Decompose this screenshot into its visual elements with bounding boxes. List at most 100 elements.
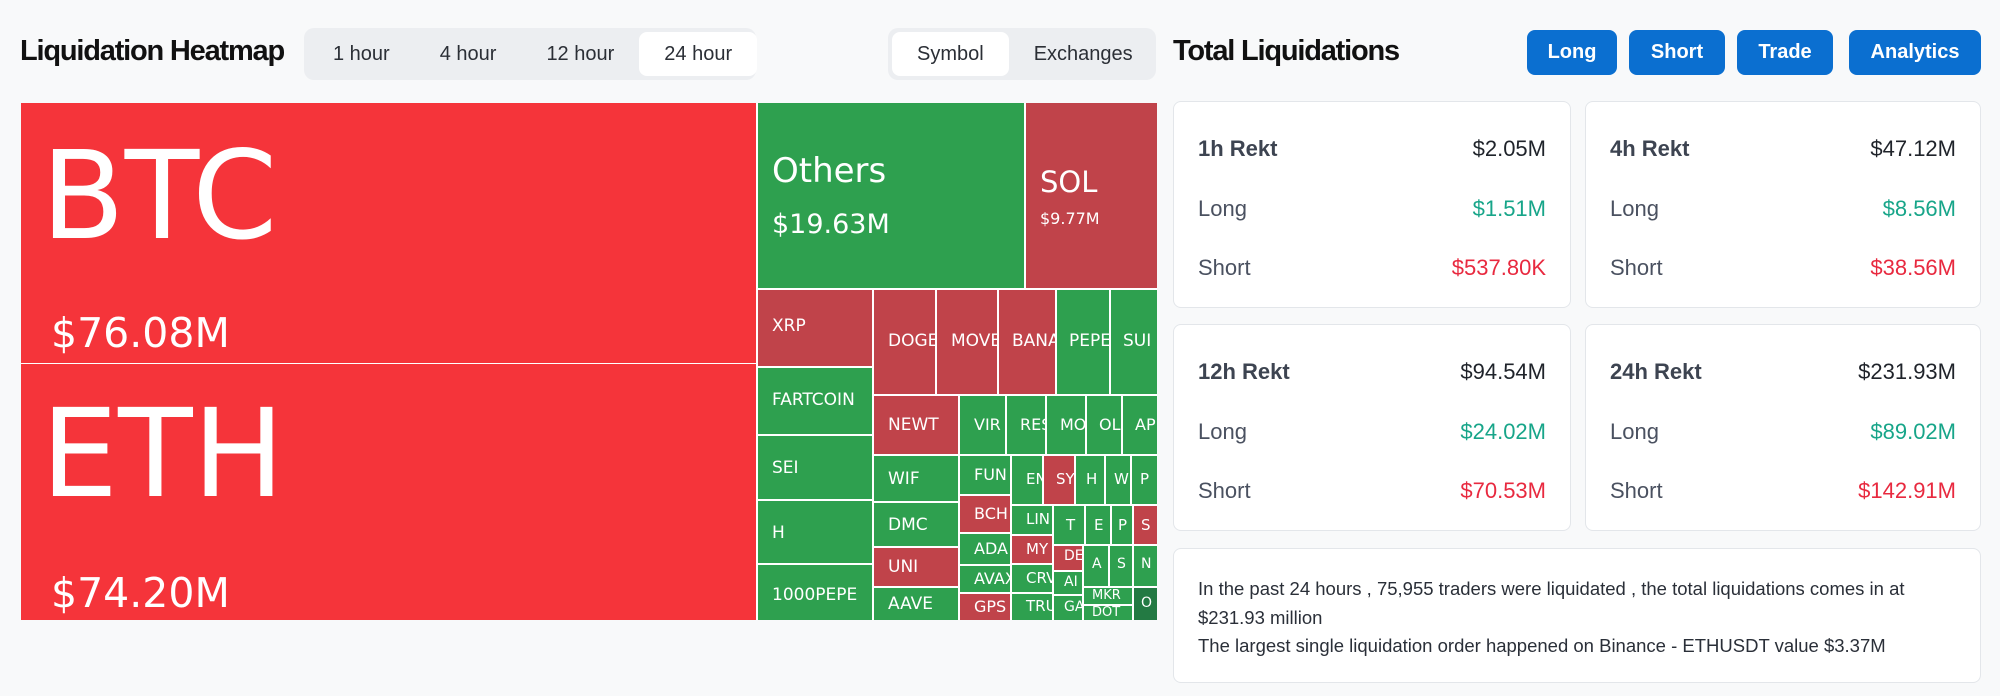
long-amount: $8.56M xyxy=(1882,196,1956,221)
tab-4-hour[interactable]: 4 hour xyxy=(439,43,497,65)
tile-symbol: A xyxy=(1092,556,1102,572)
heatmap-tile-lin[interactable]: LIN xyxy=(1012,506,1052,534)
trade-button[interactable]: Trade xyxy=(1737,30,1833,75)
heatmap-tile-p[interactable]: P xyxy=(1132,456,1157,504)
heatmap-tile-doge[interactable]: DOGE xyxy=(874,290,935,394)
heatmap-tile-sol[interactable]: SOL $9.77M xyxy=(1026,103,1157,288)
heatmap-tile-sy[interactable]: SY xyxy=(1044,456,1074,504)
heatmap-tile-tru[interactable]: TRU xyxy=(1012,594,1052,620)
heatmap-tile-bana[interactable]: BANA xyxy=(999,290,1055,394)
tile-symbol: S xyxy=(1141,516,1151,534)
heatmap-tile-s-green[interactable]: S xyxy=(1110,546,1132,586)
heatmap-tile-sei[interactable]: SEI xyxy=(758,436,872,499)
heatmap-tile-ga[interactable]: GA xyxy=(1054,596,1082,620)
tile-symbol: NEWT xyxy=(888,415,939,435)
rekt-card-total: $231.93M xyxy=(1858,359,1956,384)
heatmap-tile-gps[interactable]: GPS xyxy=(960,594,1010,620)
heatmap-tile-avax[interactable]: AVAX xyxy=(960,566,1010,592)
heatmap-tile-dot[interactable]: DOT xyxy=(1084,606,1132,620)
tile-symbol: T xyxy=(1066,516,1076,534)
heatmap-tile-aave[interactable]: AAVE xyxy=(874,588,958,620)
heatmap-tile-vir[interactable]: VIR xyxy=(960,396,1005,454)
heatmap-tile-t[interactable]: T xyxy=(1054,506,1084,544)
heatmap-tile-ap[interactable]: AP xyxy=(1123,396,1157,454)
heatmap-tile-h-small[interactable]: H xyxy=(1076,456,1104,504)
heatmap-tile-my[interactable]: MY xyxy=(1012,536,1052,563)
heatmap-tile-ol[interactable]: OL xyxy=(1087,396,1121,454)
long-amount: $1.51M xyxy=(1472,196,1546,221)
heatmap-tile-e[interactable]: E xyxy=(1086,506,1110,544)
long-button[interactable]: Long xyxy=(1527,30,1617,75)
tile-symbol: H xyxy=(772,523,785,543)
heatmap-tile-fartcoin[interactable]: FARTCOIN xyxy=(758,368,872,434)
tile-symbol: DOT xyxy=(1092,606,1121,620)
heatmap-tile-a[interactable]: A xyxy=(1084,546,1108,586)
heatmap-tile-bch[interactable]: BCH xyxy=(960,496,1010,532)
heatmap-tile-mkr[interactable]: MKR xyxy=(1084,588,1132,604)
liquidation-heatmap: BTC $76.08M ETH $74.20M Others $19.63M S… xyxy=(21,103,1157,620)
heatmap-tile-mo[interactable]: MO xyxy=(1047,396,1085,454)
heatmap-tile-ada[interactable]: ADA xyxy=(960,534,1010,564)
tab-12-hour[interactable]: 12 hour xyxy=(546,43,615,65)
tile-symbol: DMC xyxy=(888,515,928,535)
tile-symbol: TRU xyxy=(1026,597,1052,615)
tile-symbol: PEPE xyxy=(1069,331,1109,351)
summary-line-traders: In the past 24 hours , 75,955 traders we… xyxy=(1198,578,1905,628)
tile-symbol: EN xyxy=(1026,470,1042,488)
rekt-card-label: 12h Rekt xyxy=(1198,359,1290,384)
tab-24-hour[interactable]: 24 hour xyxy=(639,32,758,76)
analytics-button[interactable]: Analytics xyxy=(1849,30,1981,75)
total-liquidations-title: Total Liquidations xyxy=(1173,35,1400,67)
group-by-tabs: Symbol Exchanges xyxy=(888,28,1156,80)
rekt-card-1h: 1h Rekt $2.05M Long $1.51M Short $537.80K xyxy=(1173,101,1571,308)
heatmap-tile-sui[interactable]: SUI xyxy=(1111,290,1157,394)
short-amount: $537.80K xyxy=(1451,255,1546,280)
tile-symbol: SEI xyxy=(772,458,799,478)
heatmap-tile-p-small[interactable]: P xyxy=(1112,506,1132,544)
tile-symbol: MKR xyxy=(1092,588,1121,603)
heatmap-tile-pepe[interactable]: PEPE xyxy=(1057,290,1109,394)
rekt-card-total: $47.12M xyxy=(1870,136,1956,161)
heatmap-tile-newt[interactable]: NEWT xyxy=(874,396,958,454)
tile-symbol: MY xyxy=(1026,540,1049,558)
rekt-card-total: $94.54M xyxy=(1460,359,1546,384)
rekt-card-4h: 4h Rekt $47.12M Long $8.56M Short $38.56M xyxy=(1585,101,1981,308)
heatmap-tile-ai[interactable]: AI xyxy=(1054,572,1082,594)
tile-symbol: BCH xyxy=(974,504,1008,523)
heatmap-tile-uni[interactable]: UNI xyxy=(874,548,958,586)
long-amount: $89.02M xyxy=(1870,419,1956,444)
heatmap-tile-btc[interactable]: BTC $76.08M xyxy=(21,103,756,363)
heatmap-tile-s[interactable]: S xyxy=(1134,506,1157,544)
liquidation-summary: In the past 24 hours , 75,955 traders we… xyxy=(1173,548,1981,683)
tile-value: $74.20M xyxy=(51,569,230,617)
heatmap-tile-others[interactable]: Others $19.63M xyxy=(758,103,1024,288)
heatmap-tile-n[interactable]: N xyxy=(1134,546,1157,586)
tile-symbol: P xyxy=(1118,516,1128,534)
heatmap-tile-h[interactable]: H xyxy=(758,501,872,563)
tile-symbol: UNI xyxy=(888,557,919,577)
heatmap-tile-o[interactable]: O xyxy=(1134,588,1157,620)
heatmap-tile-crv[interactable]: CRV xyxy=(1012,565,1052,592)
heatmap-tile-en[interactable]: EN xyxy=(1012,456,1042,504)
long-label: Long xyxy=(1610,419,1659,444)
tile-symbol: W xyxy=(1114,470,1129,488)
heatmap-tile-de[interactable]: DE xyxy=(1054,546,1082,570)
tile-symbol: DOGE xyxy=(888,331,935,351)
short-button[interactable]: Short xyxy=(1629,30,1725,75)
tab-exchanges[interactable]: Exchanges xyxy=(1033,43,1133,65)
heatmap-tile-w[interactable]: W xyxy=(1106,456,1130,504)
tile-symbol: SOL xyxy=(1040,165,1098,199)
tab-symbol[interactable]: Symbol xyxy=(892,32,1009,76)
heatmap-tile-eth[interactable]: ETH $74.20M xyxy=(21,364,756,620)
heatmap-tile-move[interactable]: MOVE xyxy=(937,290,997,394)
heatmap-tile-xrp[interactable]: XRP xyxy=(758,290,872,366)
heatmap-tile-wif[interactable]: WIF xyxy=(874,456,958,501)
tile-symbol: DE xyxy=(1064,548,1082,564)
tile-symbol: BANA xyxy=(1012,331,1055,351)
heatmap-tile-dmc[interactable]: DMC xyxy=(874,503,958,546)
heatmap-tile-fun[interactable]: FUN xyxy=(960,456,1010,494)
tab-1-hour[interactable]: 1 hour xyxy=(333,43,390,65)
heatmap-tile-res[interactable]: RES xyxy=(1007,396,1045,454)
heatmap-title: Liquidation Heatmap xyxy=(20,35,285,67)
heatmap-tile-1000pepe[interactable]: 1000PEPE xyxy=(758,565,872,620)
